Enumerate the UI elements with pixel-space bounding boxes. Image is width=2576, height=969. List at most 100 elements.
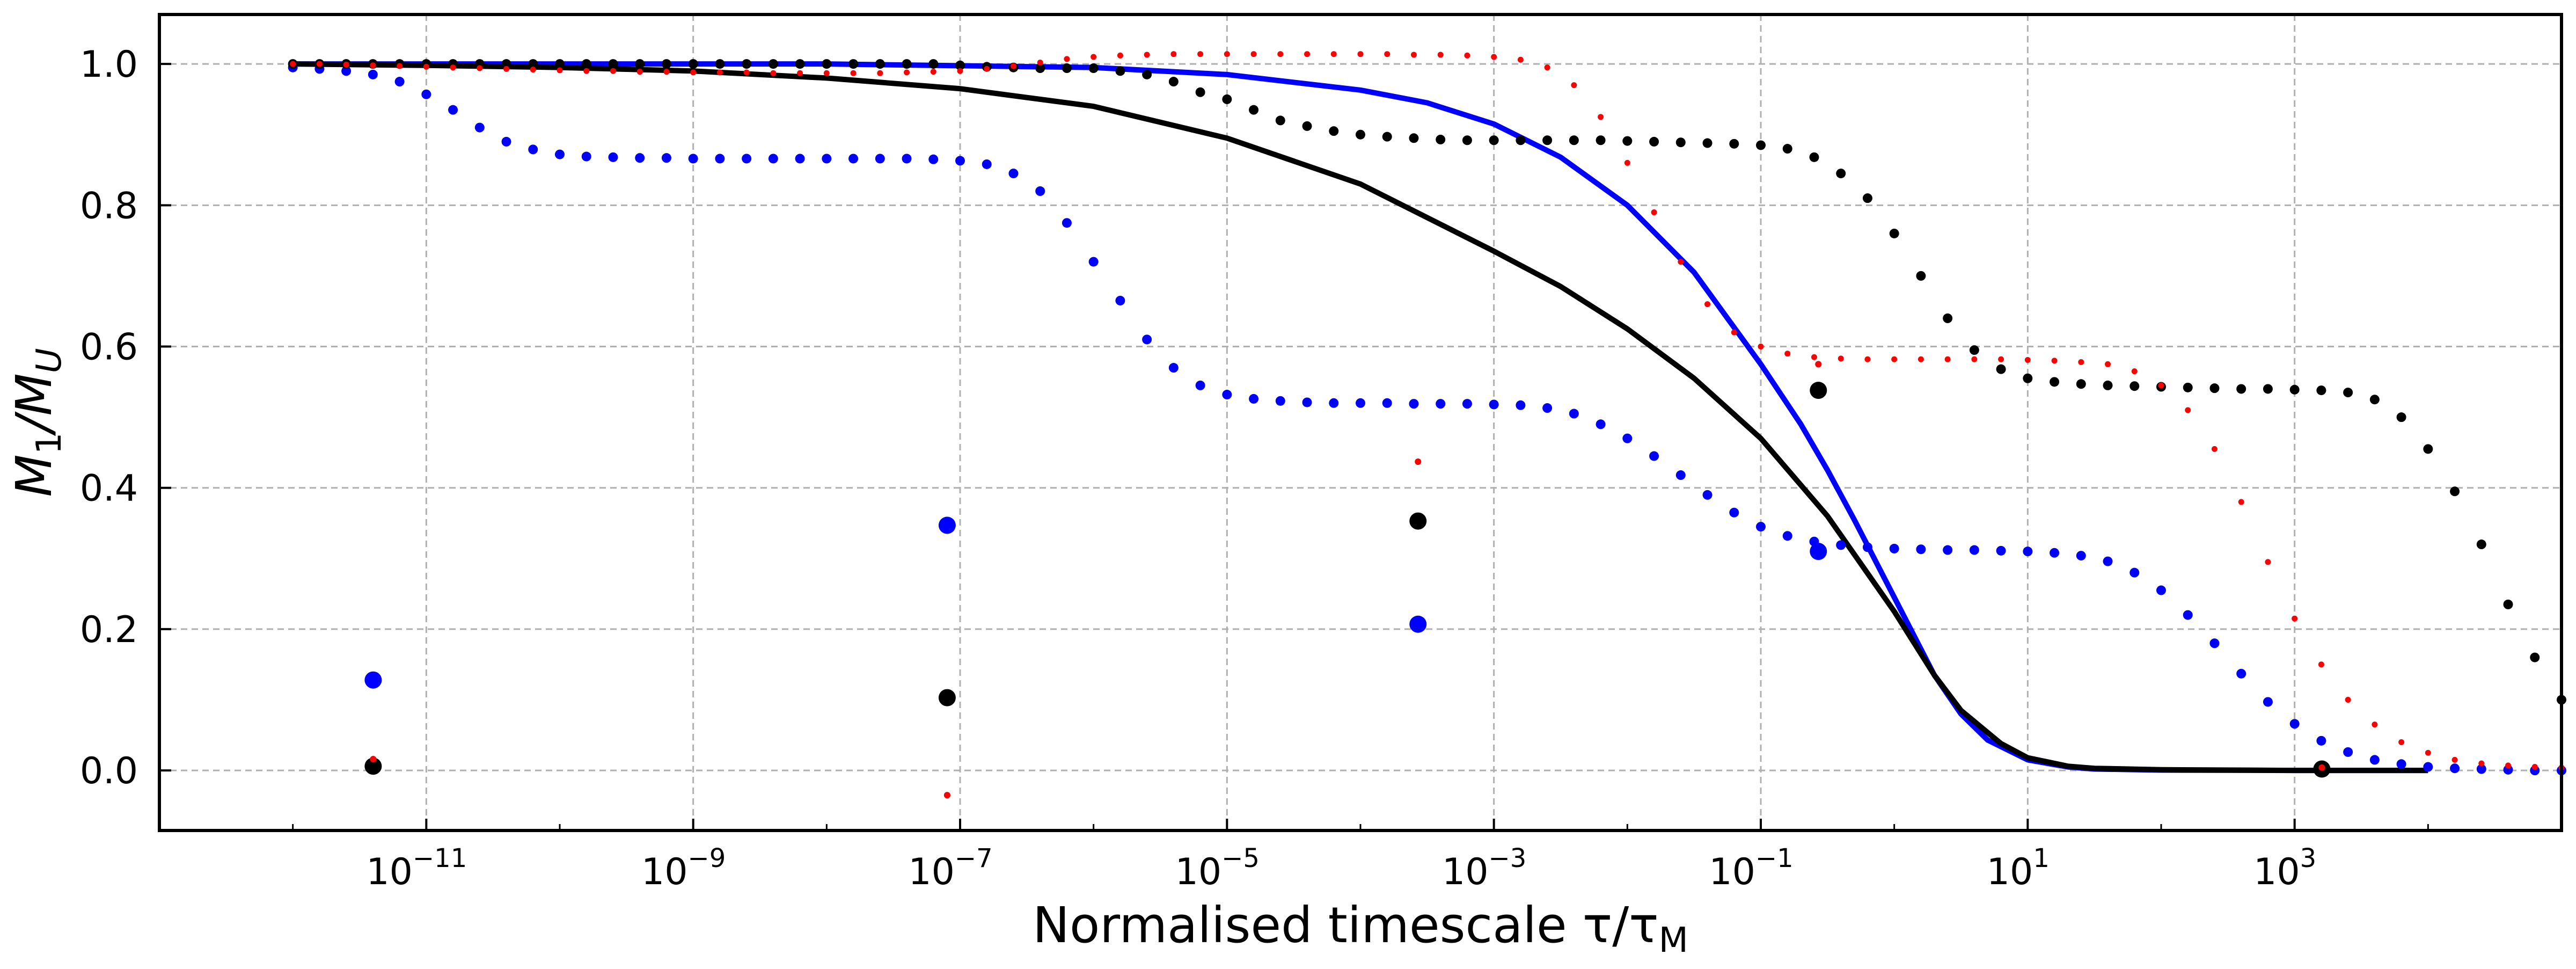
- plot-frame: [158, 13, 2563, 832]
- data-point: [1862, 193, 1872, 203]
- data-point: [1249, 105, 1259, 115]
- data-point: [1168, 77, 1179, 87]
- data-point: [1649, 451, 1659, 461]
- data-point: [423, 63, 429, 70]
- data-point: [1010, 63, 1016, 69]
- data-point: [1944, 356, 1951, 362]
- data-point: [316, 61, 323, 67]
- data-point: [1436, 134, 1446, 144]
- data-point: [1675, 470, 1686, 480]
- y-axis-title: M1/MU: [5, 348, 69, 497]
- data-point: [1758, 344, 1764, 350]
- data-point: [2289, 719, 2300, 729]
- x-tick-exponent: −9: [688, 843, 726, 873]
- data-point: [1969, 545, 1979, 555]
- data-point: [2292, 615, 2298, 622]
- data-point: [768, 154, 778, 164]
- data-point: [1302, 397, 1312, 407]
- y-tick-label: 0.0: [80, 750, 138, 792]
- data-point: [2236, 668, 2246, 679]
- data-point: [663, 69, 670, 75]
- x-tick-label: 10−7: [908, 843, 992, 893]
- data-point: [1462, 399, 1472, 409]
- data-point: [1489, 399, 1499, 410]
- data-point: [1517, 56, 1524, 63]
- data-point: [1918, 356, 1924, 362]
- data-point: [2129, 567, 2140, 578]
- data-point: [2183, 382, 2193, 392]
- data-point: [1864, 356, 1871, 362]
- data-point: [2530, 652, 2540, 662]
- data-point: [2476, 540, 2486, 550]
- data-point: [877, 70, 883, 76]
- data-point: [1195, 380, 1205, 390]
- data-point: [688, 59, 698, 69]
- data-point: [2531, 764, 2538, 770]
- data-point: [1811, 354, 1817, 360]
- data-point: [661, 153, 671, 163]
- x-tick-exponent: −3: [1489, 843, 1527, 873]
- data-point: [930, 69, 936, 75]
- data-point: [957, 68, 963, 74]
- data-point: [1224, 51, 1230, 57]
- data-point: [555, 59, 565, 69]
- data-point: [477, 65, 483, 71]
- data-point: [1329, 398, 1339, 408]
- data-point: [902, 154, 912, 164]
- data-point: [661, 59, 671, 69]
- data-point: [2103, 556, 2113, 566]
- data-point: [583, 68, 590, 74]
- data-point: [1516, 400, 1526, 410]
- data-point: [1809, 152, 1819, 162]
- data-point: [501, 59, 511, 69]
- marker-point: [1409, 615, 1427, 633]
- data-point: [450, 64, 456, 71]
- data-point: [955, 60, 965, 70]
- data-point: [2396, 412, 2406, 422]
- data-point: [2209, 383, 2220, 394]
- data-point: [2129, 381, 2140, 391]
- data-point: [2318, 661, 2324, 668]
- data-point: [1542, 135, 1553, 145]
- data-point: [1409, 399, 1419, 409]
- data-point: [1356, 398, 1365, 408]
- data-point: [1062, 218, 1072, 228]
- data-point: [528, 59, 538, 69]
- y-axis-title-part: U: [30, 348, 69, 373]
- y-tick-label: 0.2: [80, 609, 138, 651]
- y-tick-label: 0.8: [80, 185, 138, 227]
- data-point: [370, 62, 376, 69]
- data-point: [610, 68, 616, 74]
- x-tick-label: 103: [2253, 843, 2316, 893]
- data-point: [1088, 63, 1099, 74]
- data-point: [1222, 94, 1232, 104]
- series-curve: [292, 61, 2428, 774]
- data-point: [822, 154, 832, 164]
- series-curve: [292, 61, 2428, 774]
- data-point: [2503, 599, 2513, 609]
- x-axis-title-main: Normalised timescale τ/τ: [1033, 897, 1659, 954]
- data-point: [1437, 52, 1444, 58]
- data-point: [1384, 51, 1391, 57]
- marker-point: [370, 756, 377, 763]
- y-axis-title-part: M: [5, 454, 63, 497]
- data-point: [2343, 388, 2353, 398]
- data-point: [555, 149, 565, 159]
- x-tick-label: 10−1: [1709, 843, 1793, 893]
- data-point: [2183, 610, 2193, 620]
- data-point: [2078, 359, 2084, 365]
- data-point: [1382, 132, 1392, 142]
- data-point: [1115, 66, 1125, 76]
- data-point: [716, 69, 723, 76]
- data-point: [2369, 395, 2380, 405]
- data-point: [928, 154, 939, 164]
- x-axis-title: Normalised timescale τ/τM: [1033, 897, 1688, 960]
- data-point: [955, 156, 965, 166]
- data-point: [848, 59, 859, 69]
- data-point: [850, 70, 857, 76]
- marker-point: [938, 516, 956, 534]
- data-point: [1197, 51, 1204, 57]
- data-point: [1462, 135, 1472, 145]
- x-tick-label: 101: [1987, 843, 2050, 893]
